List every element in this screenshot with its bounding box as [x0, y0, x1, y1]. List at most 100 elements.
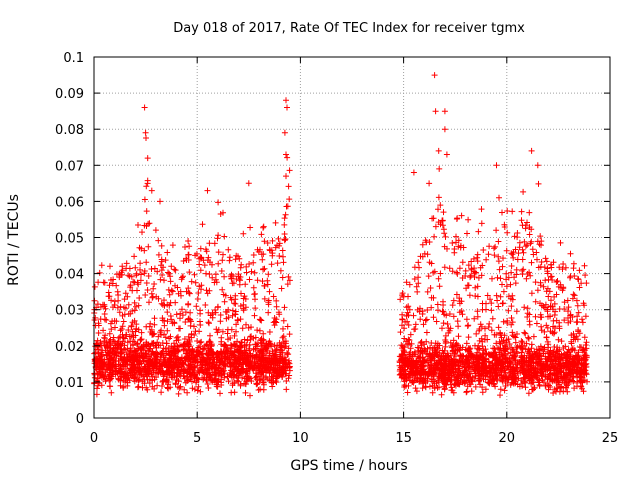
data-point [252, 345, 259, 352]
data-point [127, 284, 134, 291]
data-point [171, 340, 177, 347]
data-point [117, 327, 124, 334]
data-point [171, 362, 178, 369]
data-point [217, 390, 223, 397]
data-point [198, 364, 205, 371]
data-point [179, 312, 186, 319]
data-point [509, 208, 516, 215]
data-point [196, 261, 203, 268]
data-point [493, 162, 500, 169]
data-point [95, 330, 102, 336]
data-point [518, 217, 525, 224]
data-point [255, 387, 262, 393]
data-point [265, 309, 272, 316]
data-point [276, 242, 283, 249]
data-point [255, 363, 262, 370]
data-point [107, 359, 114, 366]
data-point [462, 267, 469, 274]
data-point [144, 180, 151, 187]
data-point [246, 366, 253, 373]
data-point [257, 316, 264, 323]
data-point [254, 277, 261, 284]
data-point [91, 374, 98, 381]
y-tick-label: 0.03 [55, 304, 84, 319]
data-point [560, 261, 567, 267]
data-point [486, 320, 493, 327]
data-point [124, 354, 131, 361]
data-point [121, 296, 128, 303]
data-point [234, 338, 241, 345]
data-point [548, 273, 555, 280]
data-point [130, 278, 137, 285]
data-point [281, 365, 288, 372]
data-point [131, 317, 138, 324]
data-point [237, 353, 244, 360]
data-point [474, 308, 481, 315]
data-point [179, 360, 186, 367]
data-point [253, 381, 260, 388]
data-point [251, 269, 258, 276]
data-point [214, 329, 221, 336]
data-point [161, 297, 167, 304]
data-point [172, 299, 179, 306]
data-point [165, 344, 172, 351]
data-point [194, 369, 201, 376]
data-point [173, 311, 180, 318]
data-point [158, 242, 165, 249]
data-point [247, 224, 254, 231]
data-point [106, 330, 113, 337]
data-point [179, 306, 185, 313]
data-point [143, 280, 150, 286]
data-point [283, 370, 290, 377]
x-tick-label: 15 [395, 431, 412, 446]
data-point [187, 322, 194, 329]
data-point [500, 300, 506, 307]
data-point [109, 362, 116, 369]
data-point [115, 338, 122, 345]
data-point [242, 281, 249, 288]
data-point [220, 367, 227, 374]
data-point [493, 292, 500, 299]
data-point [138, 271, 144, 278]
data-point [164, 249, 171, 256]
data-point [159, 383, 165, 389]
data-point [483, 256, 490, 263]
data-point [101, 303, 108, 310]
data-point [121, 304, 127, 311]
data-point [204, 351, 211, 358]
data-point [257, 369, 264, 376]
data-point [106, 383, 113, 390]
data-point [512, 339, 519, 346]
data-point [95, 279, 102, 286]
data-point [459, 259, 466, 266]
data-point [277, 344, 284, 351]
data-point [543, 258, 550, 265]
data-point [260, 330, 267, 337]
data-point [463, 389, 470, 396]
data-point [132, 264, 139, 271]
data-point [522, 225, 529, 232]
data-point [508, 263, 515, 269]
data-point [177, 310, 184, 317]
data-point [473, 330, 480, 337]
data-point [543, 334, 550, 341]
data-point [152, 227, 159, 234]
data-point [180, 273, 186, 280]
data-point [435, 206, 441, 213]
data-point [283, 151, 289, 158]
data-point [442, 233, 449, 240]
data-point [133, 303, 139, 310]
data-point [453, 291, 460, 298]
data-point [145, 243, 152, 250]
data-point [474, 254, 481, 261]
data-point [225, 314, 232, 321]
data-point [528, 259, 535, 266]
data-point [117, 362, 124, 369]
data-point [116, 309, 123, 316]
data-point [118, 368, 125, 375]
data-point [252, 334, 259, 341]
data-point [410, 169, 417, 176]
data-point [98, 262, 105, 269]
data-point [504, 229, 511, 236]
data-point [280, 325, 286, 332]
